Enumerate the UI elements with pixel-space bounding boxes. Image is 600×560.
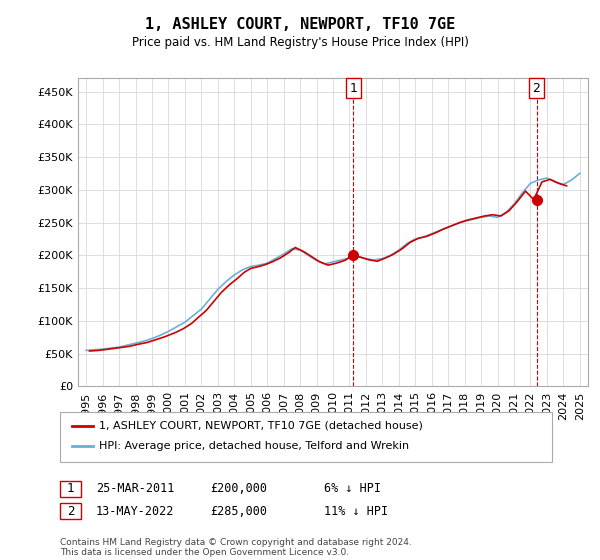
Text: £285,000: £285,000 [210, 505, 267, 518]
Text: 1: 1 [67, 482, 74, 496]
Text: HPI: Average price, detached house, Telford and Wrekin: HPI: Average price, detached house, Telf… [99, 441, 409, 451]
Text: 2: 2 [533, 82, 541, 95]
Text: 25-MAR-2011: 25-MAR-2011 [96, 482, 175, 496]
Text: 1: 1 [349, 82, 357, 95]
Text: 1, ASHLEY COURT, NEWPORT, TF10 7GE (detached house): 1, ASHLEY COURT, NEWPORT, TF10 7GE (deta… [99, 421, 423, 431]
Text: 11% ↓ HPI: 11% ↓ HPI [324, 505, 388, 518]
Text: 6% ↓ HPI: 6% ↓ HPI [324, 482, 381, 496]
Text: 1, ASHLEY COURT, NEWPORT, TF10 7GE: 1, ASHLEY COURT, NEWPORT, TF10 7GE [145, 17, 455, 32]
Text: £200,000: £200,000 [210, 482, 267, 496]
Text: 2: 2 [67, 505, 74, 518]
Text: Price paid vs. HM Land Registry's House Price Index (HPI): Price paid vs. HM Land Registry's House … [131, 36, 469, 49]
Text: 13-MAY-2022: 13-MAY-2022 [96, 505, 175, 518]
Text: Contains HM Land Registry data © Crown copyright and database right 2024.
This d: Contains HM Land Registry data © Crown c… [60, 538, 412, 557]
